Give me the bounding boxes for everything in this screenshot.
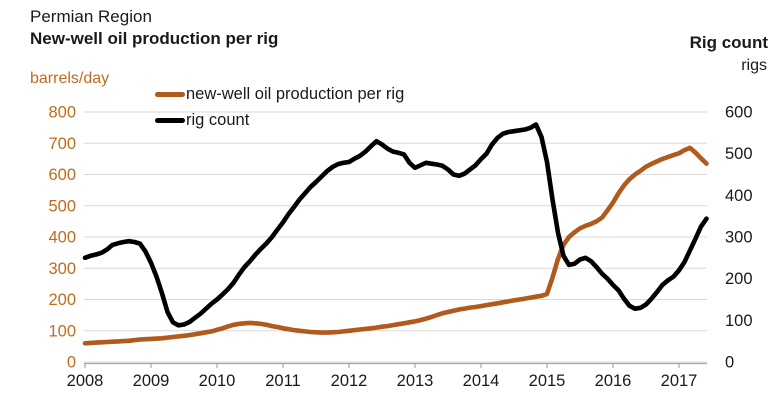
right-axis-label: 100 bbox=[725, 312, 753, 330]
left-axis-label: 800 bbox=[48, 104, 76, 122]
left-axis-label: 300 bbox=[48, 260, 76, 278]
x-axis-label: 2014 bbox=[463, 372, 500, 390]
chart-legend: new-well oil production per rig rig coun… bbox=[155, 81, 404, 133]
legend-label-rig-count: rig count bbox=[186, 110, 250, 129]
x-axis-label: 2011 bbox=[265, 372, 300, 390]
x-axis-label: 2008 bbox=[67, 372, 104, 390]
x-axis-label: 2012 bbox=[331, 372, 368, 390]
legend-label-production: new-well oil production per rig bbox=[186, 84, 405, 103]
x-axis-label: 2009 bbox=[133, 372, 170, 390]
left-axis-label: 600 bbox=[48, 166, 76, 184]
left-axis-label: 500 bbox=[48, 197, 76, 215]
left-axis-label: 700 bbox=[48, 135, 76, 153]
x-axis-label: 2016 bbox=[595, 372, 632, 390]
production-line-swatch-icon bbox=[155, 91, 185, 97]
x-axis-label: 2010 bbox=[199, 372, 236, 390]
right-axis-label: 300 bbox=[725, 229, 753, 247]
x-axis-label: 2017 bbox=[661, 372, 698, 390]
right-axis-label: 600 bbox=[725, 104, 753, 122]
chart-title: New-well oil production per rig bbox=[30, 29, 279, 48]
rig-count-line-swatch-icon bbox=[155, 117, 185, 123]
legend-item-rig-count: rig count bbox=[155, 107, 404, 133]
right-axis-label: 500 bbox=[725, 145, 753, 163]
left-axis-label: 200 bbox=[48, 291, 76, 309]
right-axis-title: Rig count bbox=[689, 33, 768, 52]
series-line-rig-count bbox=[82, 122, 709, 328]
left-axis-label: 100 bbox=[48, 322, 76, 340]
right-axis-label: 200 bbox=[725, 270, 753, 288]
right-axis-label: 0 bbox=[725, 354, 734, 372]
right-axis-label: 400 bbox=[725, 187, 753, 205]
legend-item-production: new-well oil production per rig bbox=[155, 81, 404, 107]
right-axis-unit: rigs bbox=[741, 57, 767, 74]
x-axis-label: 2015 bbox=[529, 372, 566, 390]
left-axis-unit: barrels/day bbox=[30, 70, 110, 87]
x-axis-label: 2013 bbox=[397, 372, 434, 390]
left-axis-label: 0 bbox=[67, 354, 76, 372]
series-line-production-per-rig bbox=[82, 145, 709, 346]
chart-region-subtitle: Permian Region bbox=[30, 7, 152, 26]
left-axis-label: 400 bbox=[48, 229, 76, 247]
